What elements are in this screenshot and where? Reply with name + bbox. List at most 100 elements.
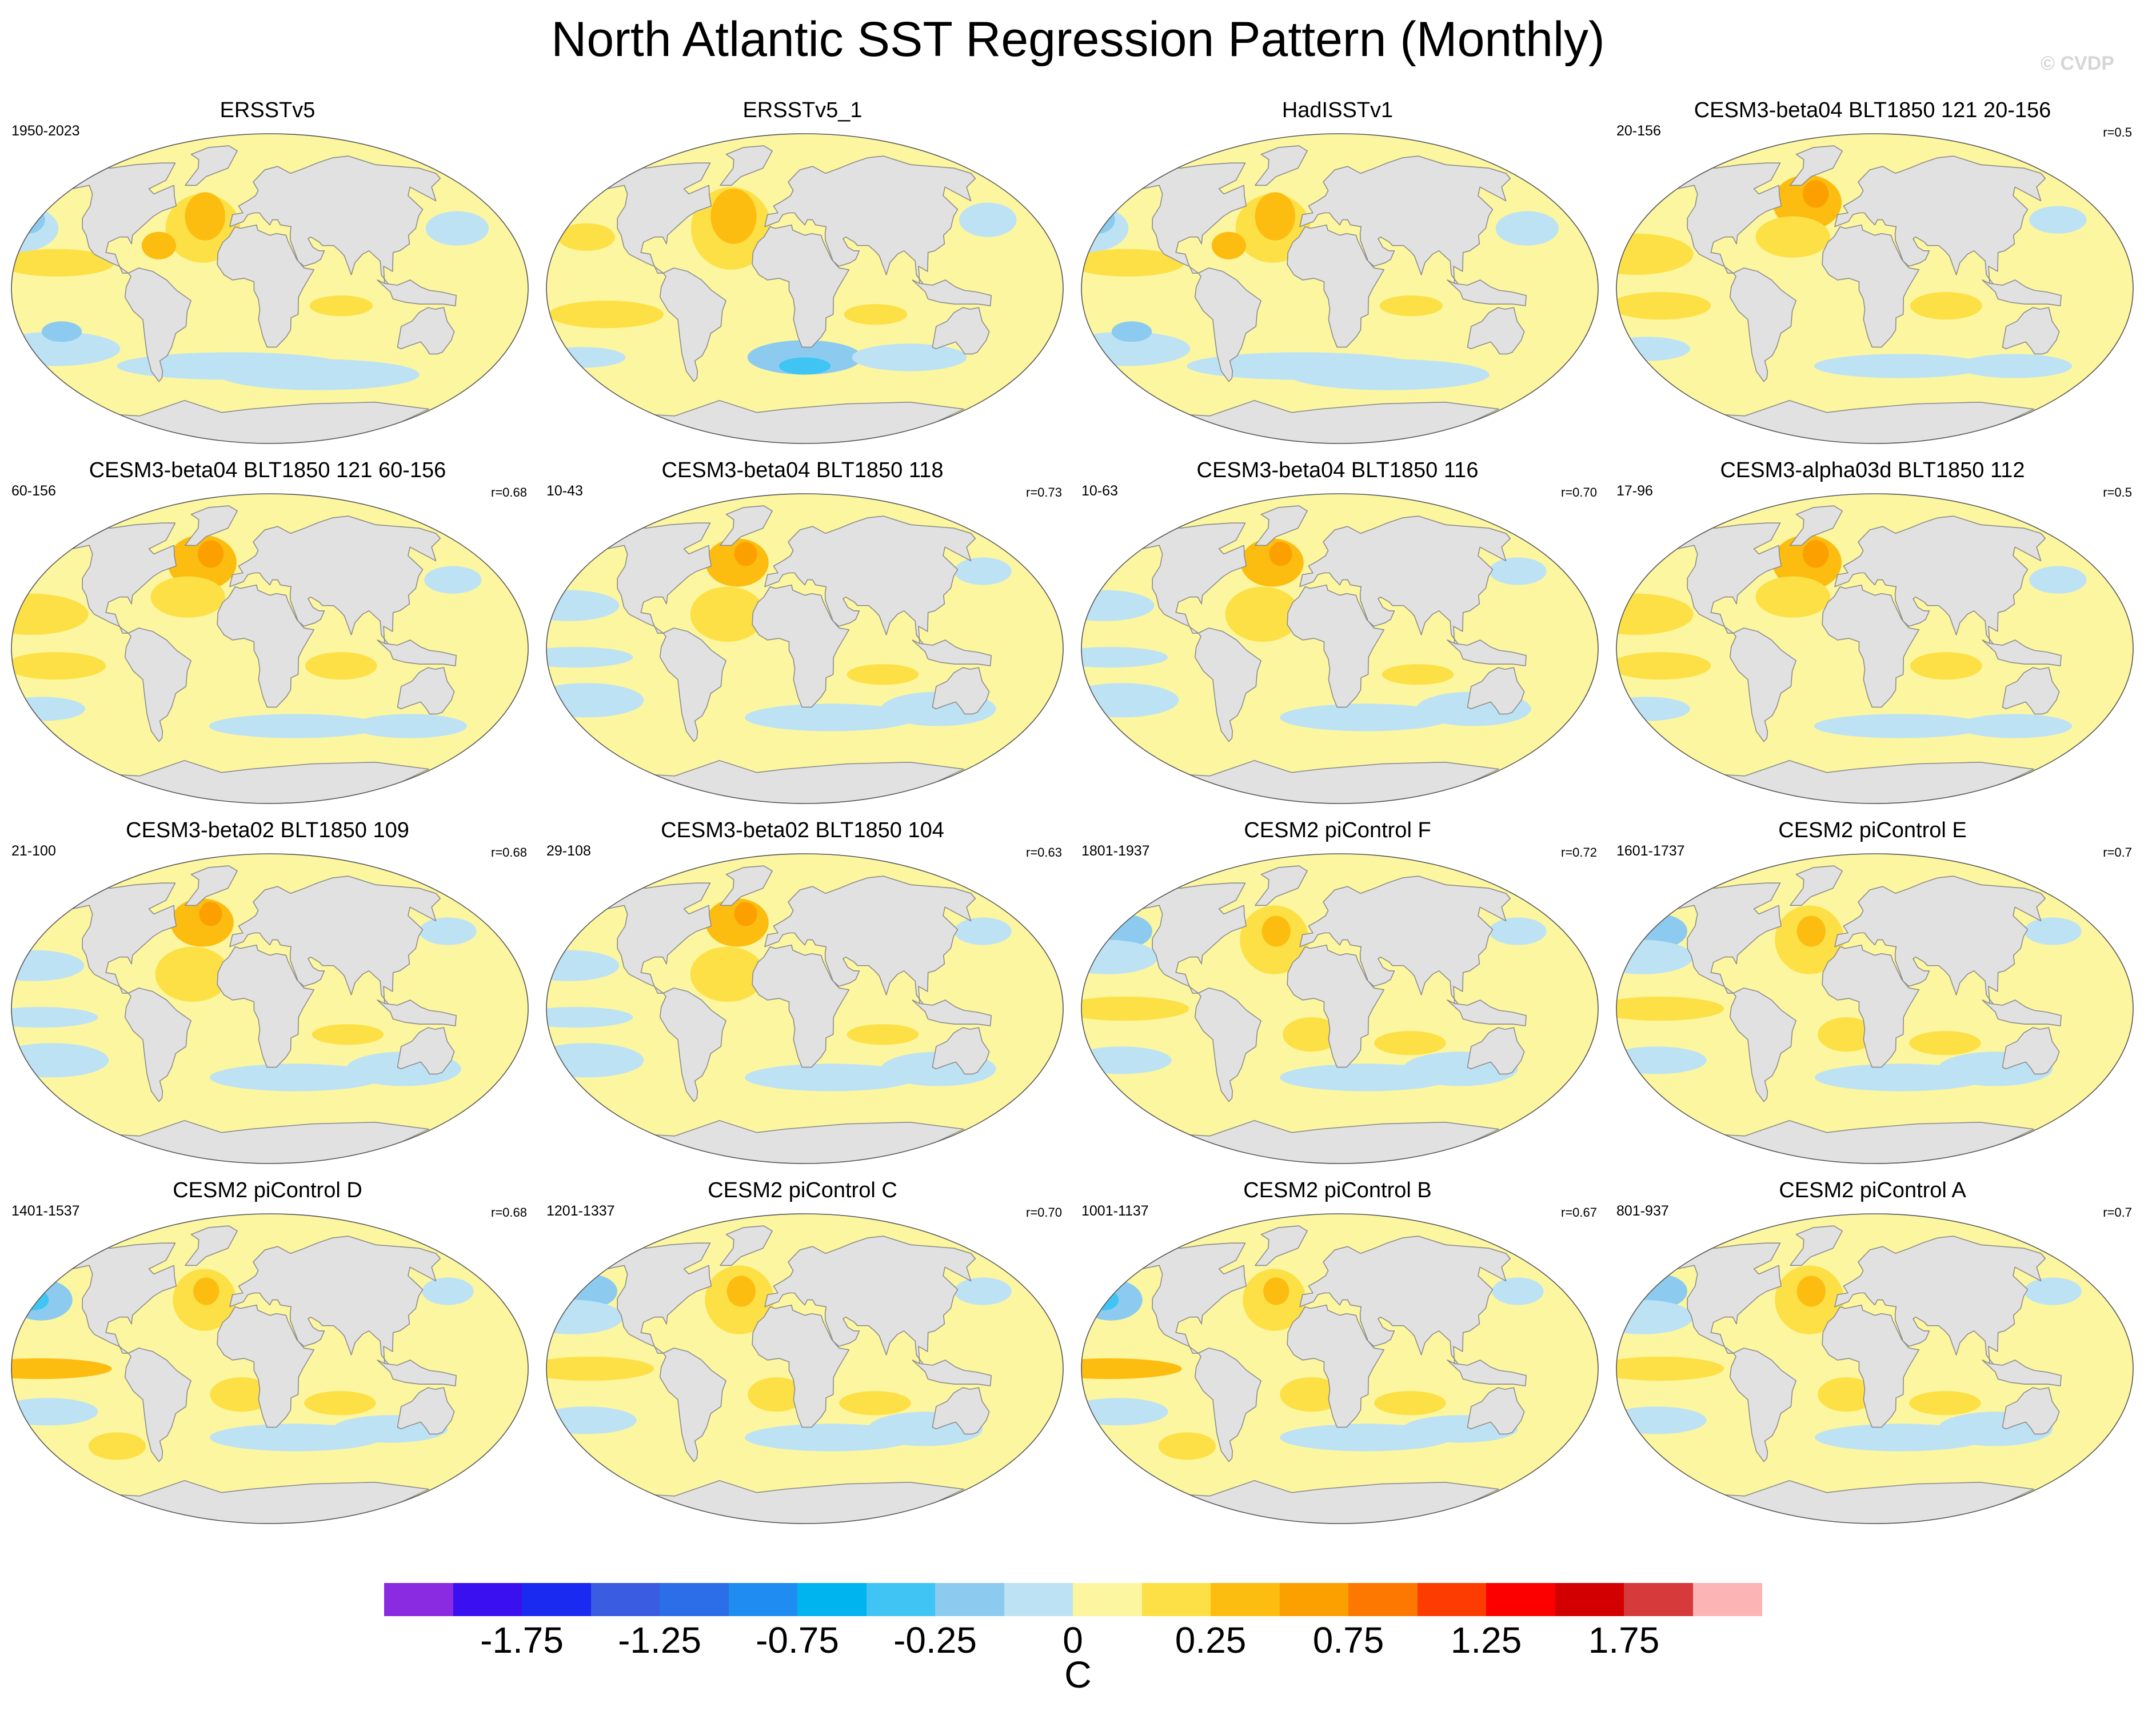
colorbar-tick-label: -1.75 (480, 1620, 564, 1661)
colorbar-unit: C (1064, 1653, 1092, 1696)
anomaly-region (1374, 1031, 1446, 1056)
colorbar-swatch (453, 1583, 522, 1616)
panel-title: CESM2 piControl E (1778, 818, 1967, 842)
landmass-south-america (1729, 1348, 1797, 1462)
panel-title: CESM3-beta04 BLT1850 118 (661, 458, 944, 482)
anomaly-region (839, 1391, 911, 1416)
anomaly-region (2024, 1277, 2082, 1305)
anomaly-region (705, 898, 769, 947)
anomaly-region (11, 950, 85, 981)
landmass-indonesia (1982, 279, 2062, 306)
panel-years: 1401-1537 (11, 1203, 80, 1219)
page-title: North Atlantic SST Regression Pattern (M… (551, 12, 1605, 67)
anomaly-region (170, 898, 234, 947)
anomaly-region (1261, 916, 1291, 947)
anomaly-region (210, 1377, 273, 1412)
anomaly-region (546, 950, 620, 981)
sst-regression-map (546, 1213, 1064, 1524)
landmass-australia (932, 307, 990, 355)
panel-years: 21-100 (11, 843, 56, 859)
colorbar-swatch (1624, 1583, 1694, 1616)
landmass-indonesia (1447, 279, 1527, 306)
anomaly-region (419, 917, 477, 945)
panel-years: 801-937 (1616, 1203, 1669, 1219)
panel-years: 10-43 (546, 483, 583, 499)
anomaly-region (425, 211, 489, 246)
landmass-australia (932, 1027, 990, 1075)
colorbar-swatch (1555, 1583, 1624, 1616)
sst-regression-map (11, 1213, 529, 1524)
anomaly-region (549, 301, 664, 329)
map-panel: ERSSTv5_1 (535, 97, 1070, 457)
colorbar-swatch (660, 1583, 729, 1616)
landmass-north-america (1134, 522, 1247, 634)
landmass-australia (397, 667, 455, 715)
landmass-australia (1467, 667, 1525, 715)
map-panel: HadISSTv1 (1070, 97, 1605, 457)
landmass-south-america (659, 627, 727, 742)
map-panel: CESM2 piControl D 1401-1537 r=0.68 (0, 1177, 535, 1537)
landmass-indonesia (912, 639, 992, 666)
landmass-south-america (124, 267, 192, 382)
landmass-australia (2002, 1387, 2060, 1435)
colorbar-swatch (590, 1583, 660, 1616)
map-panel: CESM2 piControl F 1801-1937 r=0.72 (1070, 817, 1605, 1177)
sst-regression-map (1081, 1213, 1599, 1524)
landmass-australia (932, 1387, 990, 1435)
landmass-south-america (124, 627, 192, 742)
anomaly-region (954, 557, 1012, 585)
anomaly-region (726, 1276, 756, 1307)
anomaly-region (11, 652, 106, 680)
panel-title: CESM3-beta04 BLT1850 121 60-156 (89, 458, 446, 482)
colorbar-swatch (866, 1583, 936, 1616)
anomaly-region (199, 902, 222, 926)
anomaly-region (1616, 233, 1694, 275)
anomaly-region (546, 590, 620, 621)
colorbar-swatch (522, 1583, 592, 1616)
map-border (1081, 1213, 1599, 1524)
map-border (546, 133, 1064, 444)
landmass-indonesia (912, 1360, 992, 1386)
anomaly-region (155, 946, 230, 1002)
landmass-indonesia (1447, 1360, 1527, 1386)
anomaly-region (1269, 542, 1292, 566)
landmass-south-america (1194, 267, 1262, 382)
landmass-australia (1467, 307, 1525, 355)
colorbar-tick-label: -0.75 (756, 1620, 839, 1661)
anomaly-region (2029, 566, 2087, 594)
map-border (546, 853, 1064, 1164)
map-border (11, 1213, 529, 1524)
anomaly-region (705, 538, 769, 587)
map-border (11, 493, 529, 804)
sst-regression-map (1616, 853, 2134, 1164)
panel-years: 1601-1737 (1616, 843, 1685, 859)
landmass-greenland (1255, 505, 1308, 546)
anomaly-region (557, 223, 616, 251)
panel-years: 10-63 (1081, 483, 1118, 499)
anomaly-region (11, 206, 45, 234)
landmass-south-america (1194, 988, 1262, 1102)
landmass-north-america (64, 522, 177, 634)
anomaly-region (1616, 652, 1711, 680)
map-panel: CESM3-alpha03d BLT1850 112 17-96 r=0.5 (1605, 457, 2140, 817)
anomaly-region (209, 714, 382, 738)
anomaly-region (11, 593, 89, 635)
panel-title: ERSSTv5_1 (742, 98, 863, 122)
panel-title: CESM3-alpha03d BLT1850 112 (1720, 458, 2025, 482)
landmass-australia (1467, 1027, 1525, 1075)
anomaly-region (1211, 231, 1246, 259)
map-panel: CESM3-beta04 BLT1850 118 10-43 r=0.73 (535, 457, 1070, 817)
map-panel: CESM2 piControl B 1001-1137 r=0.67 (1070, 1177, 1605, 1537)
landmass-africa (217, 584, 315, 708)
landmass-indonesia (377, 1360, 457, 1386)
landmass-south-america (1194, 1348, 1262, 1462)
anomaly-region (1280, 1377, 1343, 1412)
anomaly-region (210, 1064, 382, 1092)
panel-years: 1001-1137 (1081, 1203, 1149, 1219)
panel-title: ERSSTv5 (219, 98, 316, 122)
colorbar-swatch (1141, 1583, 1211, 1616)
anomaly-region (1382, 664, 1454, 685)
landmass-indonesia (1447, 639, 1527, 666)
panel-title: CESM2 piControl D (173, 1178, 362, 1202)
sst-regression-map (1616, 1213, 2134, 1524)
